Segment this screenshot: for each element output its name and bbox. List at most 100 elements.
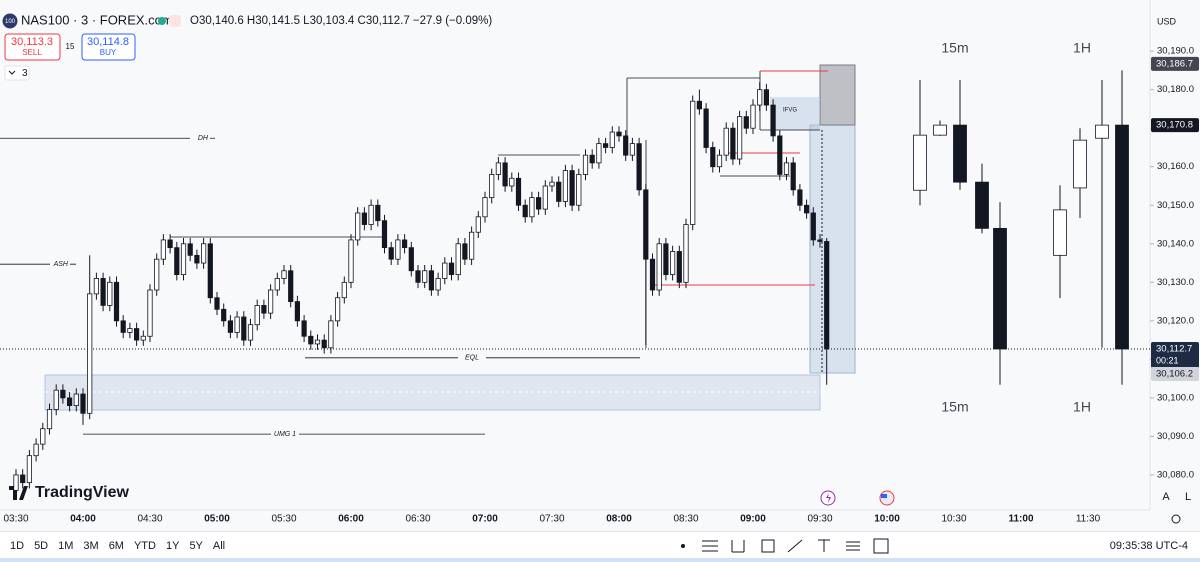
candle-body [73, 393, 79, 407]
timeframe-button[interactable]: 6M [108, 539, 124, 552]
text-tool[interactable] [818, 539, 830, 552]
candle-body [696, 100, 703, 110]
candle-body [623, 135, 629, 156]
candle-body [797, 189, 803, 206]
candle-body [549, 181, 555, 187]
candle-body [576, 174, 582, 206]
countdown: 00:21 [1156, 355, 1179, 365]
log-scale[interactable]: L [1185, 491, 1191, 503]
candle-body [133, 328, 140, 341]
candle-body [53, 389, 59, 410]
candle-body [455, 243, 461, 276]
candle-body [381, 220, 388, 249]
dot-tool[interactable] [681, 544, 685, 548]
candle-body [348, 239, 354, 283]
candle-body [810, 212, 816, 241]
x-tick-label: 08:00 [606, 514, 632, 525]
line-tool[interactable] [787, 539, 803, 553]
candle-body [1053, 209, 1067, 256]
candle-body [355, 212, 361, 241]
timeframe-button[interactable]: 1D [10, 539, 25, 552]
candle-body [46, 409, 53, 430]
market-status [158, 17, 166, 25]
settings-icon[interactable] [1171, 514, 1181, 524]
candle-body [1115, 124, 1129, 350]
buy-button[interactable] [81, 33, 136, 61]
price-label-bg [1151, 367, 1199, 382]
rect-tool[interactable] [761, 539, 775, 553]
candle-body [80, 393, 86, 414]
indicator-count: 3 [22, 68, 28, 79]
timeframe-button[interactable]: 5Y [189, 539, 203, 552]
timeframe-button[interactable]: All [212, 539, 226, 552]
candle-body [589, 154, 595, 164]
y-tick-label: 30,120.0 [1157, 315, 1194, 326]
x-tick-label: 06:00 [338, 514, 364, 525]
timeframe-button[interactable]: 5D [34, 539, 49, 552]
candle-body [40, 428, 46, 445]
candle-body [234, 316, 240, 333]
candle-body [703, 108, 709, 148]
candle-body [529, 197, 535, 218]
candle-body [442, 262, 448, 279]
candle-body [93, 278, 99, 295]
candle-body [274, 278, 280, 291]
candle-body [562, 170, 569, 202]
price-label-bg [1151, 118, 1199, 133]
panel-title: 15m [941, 40, 968, 56]
candle-body [147, 289, 153, 337]
brand: TradingView [35, 484, 130, 501]
candle-body [462, 243, 468, 260]
chart-background [0, 0, 1200, 531]
sell-price: 30,113.3 [11, 36, 53, 48]
x-tick-label: 08:30 [673, 514, 698, 525]
indicator-toggle[interactable] [4, 65, 30, 81]
grid-tool[interactable] [873, 538, 889, 554]
candle-body [616, 131, 622, 137]
x-tick-label: 05:00 [204, 514, 230, 525]
candle-body [187, 243, 193, 256]
candle-body [515, 177, 522, 206]
candle-body [127, 328, 133, 333]
clock: 09:35:38 UTC-4 [1109, 540, 1188, 552]
fib-tool[interactable] [702, 540, 718, 552]
candle-body [120, 320, 126, 333]
position-tool[interactable] [846, 541, 860, 551]
candle-body [475, 216, 481, 233]
timeframe-button[interactable]: 3M [83, 539, 99, 552]
candle-body [582, 154, 589, 175]
timeframe-button[interactable]: 1Y [165, 539, 180, 552]
range-tool[interactable] [731, 540, 745, 553]
price-label-bg [1151, 56, 1199, 71]
symbol-title: NAS100 · 3 · FOREX.com [21, 12, 173, 27]
candle-body [489, 174, 495, 198]
x-tick-label: 07:30 [539, 514, 564, 525]
candle-body [194, 254, 200, 264]
sell-button[interactable] [4, 33, 61, 61]
timeframes: 1D 5D 1M 3M 6M YTD 1Y 5Y All [0, 540, 230, 552]
candle-body [609, 131, 615, 148]
x-tick-label: 05:30 [271, 514, 296, 525]
x-tick-label: 11:00 [1008, 514, 1033, 525]
candle-body [368, 204, 374, 225]
candle-body [247, 324, 254, 341]
candle-body [254, 305, 260, 326]
candle-body [683, 224, 689, 283]
y-tick-label: 30,160.0 [1157, 161, 1194, 172]
x-tick-label: 04:00 [70, 514, 96, 525]
candle-body [783, 162, 790, 175]
candle-body [710, 147, 716, 168]
auto-scale[interactable]: A [1162, 491, 1170, 503]
candle-body [663, 243, 669, 276]
timeframe-button[interactable]: YTD [133, 539, 156, 552]
bottom-toolbar: 1D 5D 1M 3M 6M YTD 1Y 5Y All 09:35:38 UTC-4 [0, 531, 1200, 559]
y-tick-label: 30,140.0 [1157, 238, 1194, 249]
candle-body [933, 124, 947, 136]
candle-body [207, 243, 213, 299]
candle-body [1095, 124, 1109, 139]
candle-body [656, 243, 662, 291]
candle-body [629, 143, 636, 156]
bottom-strip [0, 558, 1200, 562]
timeframe-button[interactable]: 1M [58, 539, 74, 552]
